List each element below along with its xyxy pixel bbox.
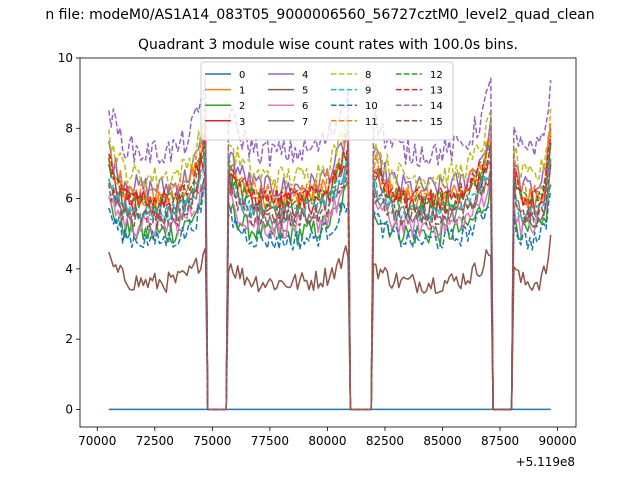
series-line-2 [108,173,552,411]
x-tick-label: 82500 [366,434,404,448]
series-line-6 [108,165,552,411]
y-tick-label: 4 [65,262,73,276]
series-line-12 [108,136,552,411]
y-tick-label: 10 [58,51,73,65]
legend-label-11: 11 [365,117,378,128]
series-line-5 [108,234,552,411]
legend-label-2: 2 [239,101,245,112]
x-tick-label: 75000 [193,434,231,448]
y-tick-label: 8 [65,121,73,135]
x-tick-label: 80000 [308,434,346,448]
legend-label-9: 9 [365,86,371,97]
y-axis: 0 2 4 6 8 10 [58,51,80,416]
y-tick-label: 6 [65,192,73,206]
series-line-13 [108,134,552,411]
legend-label-13: 13 [430,86,443,97]
legend-label-10: 10 [365,101,378,112]
y-tick-label: 2 [65,332,73,346]
x-tick-label: 72500 [136,434,174,448]
legend-label-0: 0 [239,70,245,81]
legend-label-3: 3 [239,117,245,128]
x-offset-label: +5.119e8 [516,455,575,469]
legend-label-6: 6 [302,101,308,112]
legend-label-5: 5 [302,86,308,97]
series-line-15 [108,159,552,411]
x-axis: 70000 72500 75000 77500 80000 82500 85000 87500… [78,427,577,448]
y-tick-label: 0 [65,402,73,416]
x-tick-label: 70000 [78,434,116,448]
legend-label-14: 14 [430,101,443,112]
series-line-8 [108,101,552,411]
series-lines [108,77,552,411]
x-tick-label: 90000 [538,434,576,448]
plot-frame [79,57,577,428]
x-tick-label: 77500 [251,434,289,448]
x-tick-label: 87500 [481,434,519,448]
legend-label-7: 7 [302,117,308,128]
series-line-10 [108,185,552,411]
legend-box [200,61,454,141]
legend-label-12: 12 [430,70,443,81]
chart-title: Quadrant 3 module wise count rates with … [138,37,518,53]
legend-label-8: 8 [365,70,371,81]
legend-label-15: 15 [430,117,443,128]
x-tick-label: 85000 [423,434,461,448]
figure-suptitle: n file: modeM0/AS1A14_083T05_9000006560_… [45,7,594,23]
legend-label-4: 4 [302,70,308,81]
legend-label-1: 1 [239,86,245,97]
